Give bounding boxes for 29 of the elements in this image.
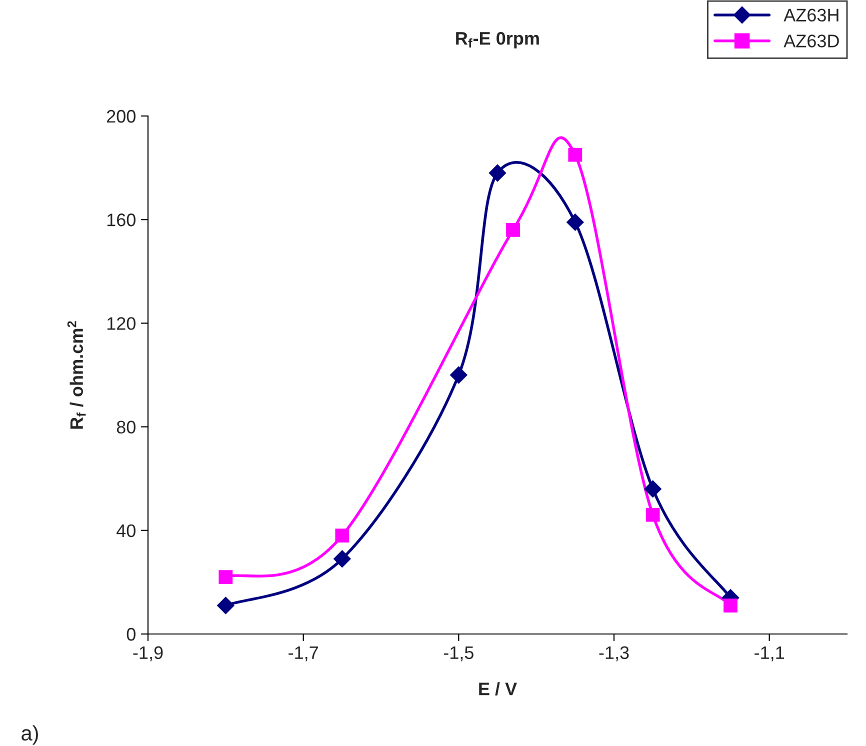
point [566,214,584,231]
x-tick-label: -1,7 [288,646,318,662]
x-tick-label: -1,3 [599,646,629,662]
point [334,550,351,568]
x-tick-label: -1,5 [444,646,474,662]
point [644,480,662,498]
y-tick-label: 80 [116,420,136,434]
legend-label: AZ63H [784,8,838,22]
y-tick-label: 0 [126,628,136,641]
point [217,596,234,614]
point [568,148,582,162]
point [488,164,506,182]
y-tick-label: 200 [106,110,136,123]
point [450,366,468,384]
y-tick-label: 120 [107,317,136,330]
y-tick-label: 40 [116,524,136,538]
legend-label: AZ63D [784,34,839,48]
point [724,598,738,612]
x-tick-label: -1,1 [754,646,784,662]
point [335,528,350,543]
y-tick-label: 160 [107,214,136,226]
chart-title: R$_{f}$-E 0rpm [456,32,539,48]
point [506,223,520,237]
point [646,508,660,522]
y-axis-title: R$_{f}$ / ohm.cm$^{2}$ [67,321,86,429]
text: a) [22,725,38,745]
x-tick-label: -1,9 [133,646,163,662]
point [218,570,233,584]
x-axis-title: E / V [479,682,517,696]
